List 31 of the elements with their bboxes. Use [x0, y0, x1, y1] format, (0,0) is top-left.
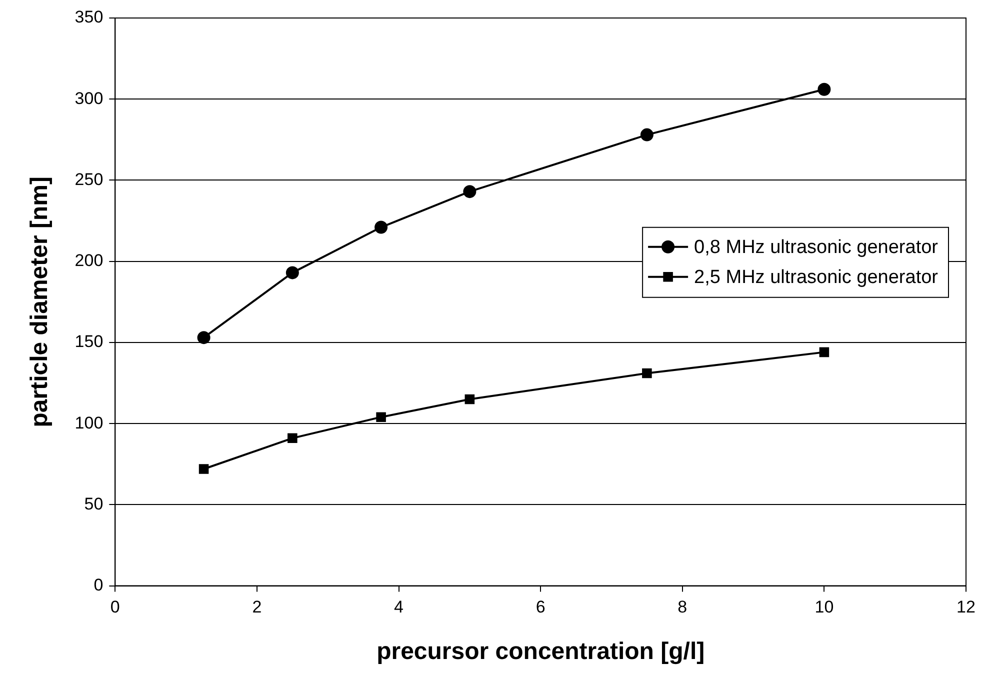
- x-tick-label: 0: [110, 598, 120, 617]
- x-tick-label: 4: [394, 598, 404, 617]
- point: [463, 185, 476, 198]
- point: [819, 347, 830, 358]
- legend-label: 2,5 MHz ultrasonic generator: [694, 267, 939, 288]
- y-tick-label: 250: [74, 170, 104, 189]
- point: [288, 433, 298, 444]
- y-tick-label: 350: [74, 8, 104, 27]
- y-tick-label: 100: [74, 413, 104, 432]
- point: [376, 412, 386, 422]
- point: [642, 368, 652, 378]
- y-tick-label: 150: [74, 332, 104, 352]
- x-tick-label: 8: [678, 598, 688, 617]
- x-tick-label: 2: [252, 598, 262, 617]
- point: [818, 82, 831, 96]
- point: [464, 394, 475, 404]
- y-tick-label: 300: [74, 88, 104, 108]
- x-tick-label: 6: [536, 598, 546, 617]
- point: [197, 331, 210, 344]
- point: [286, 266, 299, 280]
- point: [640, 128, 654, 142]
- x-axis-title: precursor concentration [g/l]: [376, 638, 705, 666]
- y-tick-label: 50: [84, 494, 104, 514]
- y-tick-label: 0: [94, 575, 104, 594]
- x-tick-label: 10: [814, 598, 834, 617]
- x-tick-label: 12: [956, 598, 976, 617]
- legend-label: 0,8 MHz ultrasonic generator: [694, 237, 939, 258]
- y-axis-title: particle diameter [nm]: [26, 176, 54, 428]
- y-tick-label: 200: [74, 251, 104, 270]
- point: [374, 220, 388, 234]
- point: [198, 464, 209, 474]
